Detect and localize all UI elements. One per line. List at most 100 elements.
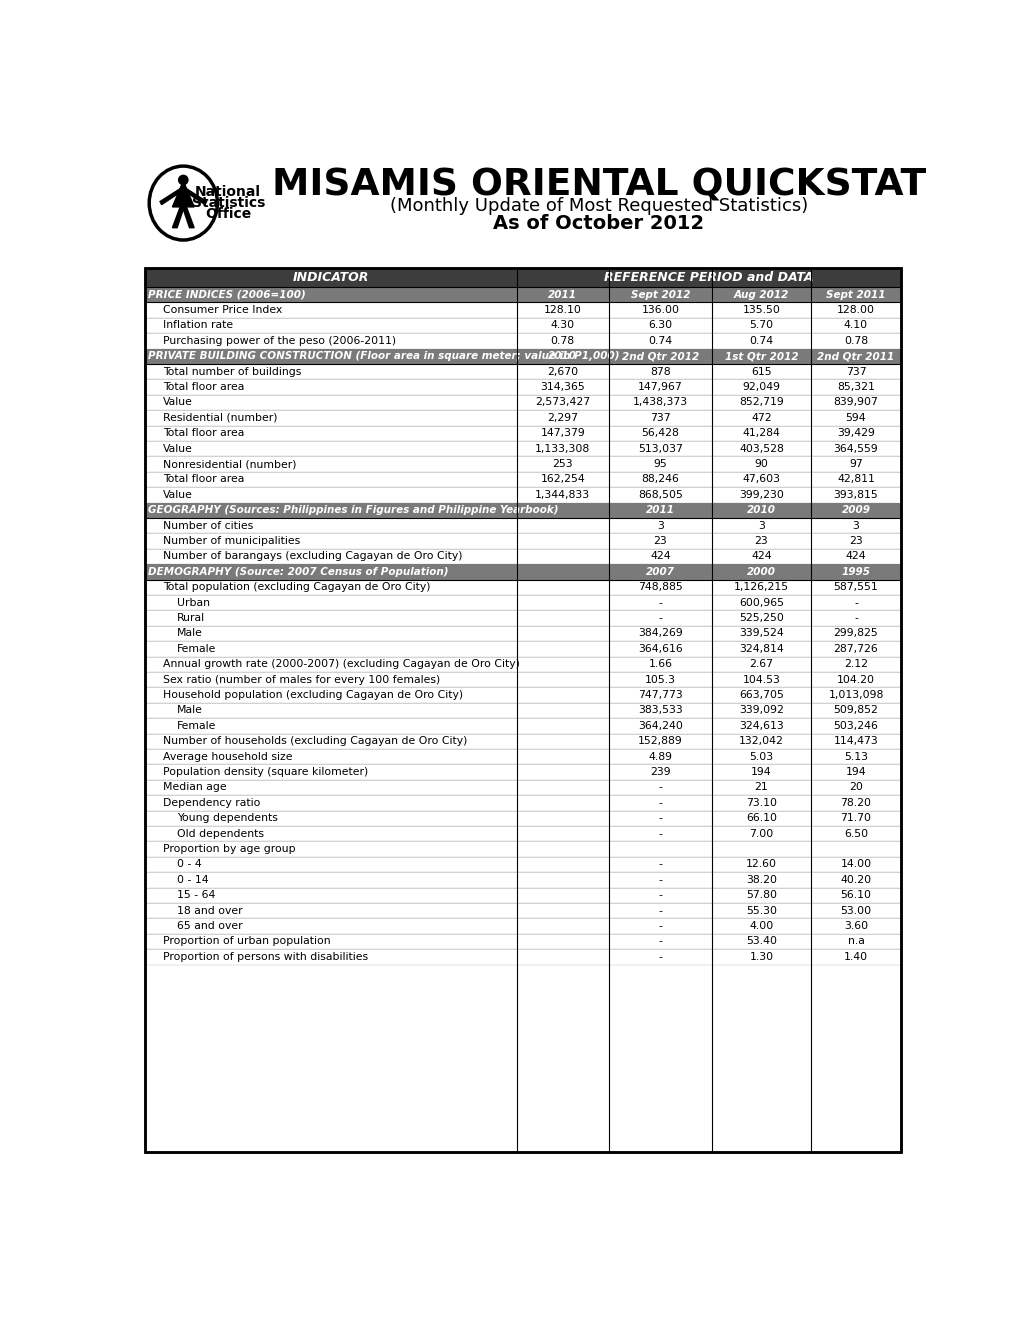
Bar [145, 503, 900, 517]
Bar [145, 268, 900, 286]
Text: 509,852: 509,852 [833, 705, 877, 715]
Text: Consumer Price Index: Consumer Price Index [163, 305, 282, 315]
Text: 39,429: 39,429 [837, 428, 874, 438]
Text: -: - [657, 612, 661, 623]
Text: Proportion by age group: Proportion by age group [163, 843, 296, 854]
Text: 3.60: 3.60 [843, 921, 867, 931]
Text: 364,240: 364,240 [637, 721, 682, 731]
Text: 747,773: 747,773 [637, 690, 682, 700]
Text: 1.30: 1.30 [749, 952, 772, 962]
Text: -: - [657, 936, 661, 946]
Text: 90: 90 [754, 459, 767, 469]
Bar [145, 564, 900, 579]
Text: Female: Female [177, 644, 216, 653]
Bar [145, 268, 900, 1151]
Text: 104.20: 104.20 [837, 675, 874, 685]
Text: Total population (excluding Cagayan de Oro City): Total population (excluding Cagayan de O… [163, 582, 430, 593]
Text: 53.40: 53.40 [745, 936, 776, 946]
Text: 88,246: 88,246 [641, 474, 679, 484]
Polygon shape [172, 185, 194, 207]
Text: 194: 194 [750, 767, 771, 777]
Text: Household population (excluding Cagayan de Oro City): Household population (excluding Cagayan … [163, 690, 463, 700]
Text: 472: 472 [750, 413, 771, 422]
Text: (Monthly Update of Most Requested Statistics): (Monthly Update of Most Requested Statis… [389, 197, 807, 215]
Text: 0.74: 0.74 [648, 335, 672, 346]
Text: 73.10: 73.10 [745, 797, 776, 808]
Text: 0 - 4: 0 - 4 [177, 859, 202, 870]
Text: 737: 737 [845, 367, 865, 376]
Text: 66.10: 66.10 [745, 813, 776, 824]
Text: Aug 2012: Aug 2012 [733, 289, 789, 300]
Text: Urban: Urban [177, 598, 210, 607]
Text: Proportion of persons with disabilities: Proportion of persons with disabilities [163, 952, 368, 962]
Text: 18 and over: 18 and over [177, 906, 243, 916]
Text: 253: 253 [552, 459, 573, 469]
Text: 41,284: 41,284 [742, 428, 780, 438]
Text: 594: 594 [845, 413, 865, 422]
Text: Value: Value [163, 490, 193, 500]
Text: 42,811: 42,811 [837, 474, 874, 484]
Text: 2,573,427: 2,573,427 [535, 397, 590, 408]
Text: Sept 2011: Sept 2011 [825, 289, 884, 300]
Text: 6.30: 6.30 [648, 321, 672, 330]
Bar [145, 286, 900, 302]
Text: 55.30: 55.30 [745, 906, 776, 916]
Text: 23: 23 [754, 536, 767, 546]
Text: Old dependents: Old dependents [177, 829, 264, 838]
Text: 104.53: 104.53 [742, 675, 780, 685]
Text: -: - [853, 612, 857, 623]
Text: 4.30: 4.30 [550, 321, 574, 330]
Text: 364,559: 364,559 [833, 444, 877, 454]
Text: -: - [657, 890, 661, 900]
Text: 663,705: 663,705 [739, 690, 784, 700]
Text: Total number of buildings: Total number of buildings [163, 367, 302, 376]
Text: 78.20: 78.20 [840, 797, 870, 808]
Text: 6.50: 6.50 [843, 829, 867, 838]
Text: Number of cities: Number of cities [163, 520, 253, 531]
Text: 3: 3 [852, 520, 859, 531]
Text: 1,013,098: 1,013,098 [827, 690, 882, 700]
Text: -: - [657, 813, 661, 824]
Text: 2nd Qtr 2011: 2nd Qtr 2011 [816, 351, 894, 362]
Polygon shape [172, 207, 183, 227]
Text: 2000: 2000 [746, 566, 775, 577]
Text: 1st Qtr 2012: 1st Qtr 2012 [723, 351, 798, 362]
Text: 132,042: 132,042 [739, 737, 784, 746]
Text: 513,037: 513,037 [637, 444, 682, 454]
Text: Value: Value [163, 397, 193, 408]
Text: As of October 2012: As of October 2012 [492, 214, 703, 232]
Text: -: - [657, 797, 661, 808]
Text: Number of barangays (excluding Cagayan de Oro City): Number of barangays (excluding Cagayan d… [163, 552, 463, 561]
Text: 128.00: 128.00 [837, 305, 874, 315]
Text: 2007: 2007 [645, 566, 675, 577]
Text: 4.89: 4.89 [648, 751, 672, 762]
Text: 525,250: 525,250 [739, 612, 784, 623]
Text: 3: 3 [656, 520, 663, 531]
Text: 364,616: 364,616 [637, 644, 682, 653]
Polygon shape [160, 187, 182, 205]
Text: 403,528: 403,528 [739, 444, 784, 454]
Text: Male: Male [177, 705, 203, 715]
Text: -: - [657, 598, 661, 607]
Text: 162,254: 162,254 [540, 474, 585, 484]
Text: -: - [853, 598, 857, 607]
Text: Total floor area: Total floor area [163, 428, 245, 438]
Text: 737: 737 [649, 413, 669, 422]
Text: 105.3: 105.3 [644, 675, 676, 685]
Text: 2011: 2011 [547, 289, 577, 300]
Text: 424: 424 [845, 552, 865, 561]
Text: 324,613: 324,613 [739, 721, 783, 731]
Text: -: - [657, 783, 661, 792]
Text: Population density (square kilometer): Population density (square kilometer) [163, 767, 368, 777]
Text: Female: Female [177, 721, 216, 731]
Text: 85,321: 85,321 [837, 381, 874, 392]
Polygon shape [182, 207, 194, 227]
Text: Number of households (excluding Cagayan de Oro City): Number of households (excluding Cagayan … [163, 737, 467, 746]
Text: Young dependents: Young dependents [177, 813, 278, 824]
Text: 393,815: 393,815 [833, 490, 877, 500]
Text: 20: 20 [848, 783, 862, 792]
Text: 878: 878 [649, 367, 669, 376]
Text: 2011: 2011 [645, 506, 675, 515]
Text: 194: 194 [845, 767, 865, 777]
Text: Inflation rate: Inflation rate [163, 321, 233, 330]
